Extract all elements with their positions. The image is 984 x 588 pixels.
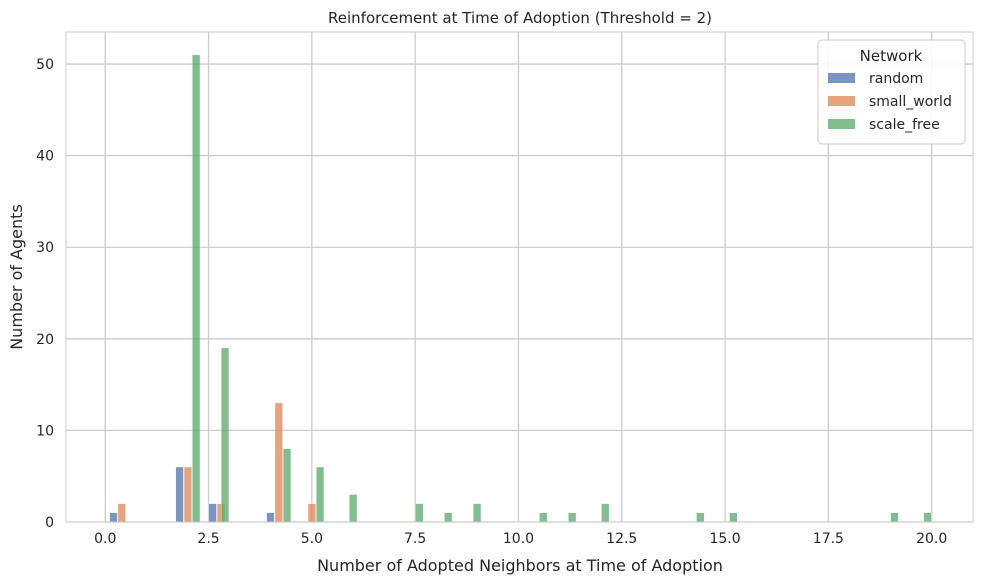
x-axis-label: Number of Adopted Neighbors at Time of A…: [317, 556, 723, 575]
bar-scale-free: [729, 512, 738, 523]
bars-layer: [109, 54, 932, 523]
legend-label-random: random: [869, 71, 923, 87]
x-tick-label: 12.5: [606, 531, 637, 547]
x-tick-label: 15.0: [709, 531, 740, 547]
bar-random: [175, 466, 184, 523]
legend-label-scale-free: scale_free: [869, 117, 940, 133]
bar-small-world: [274, 402, 283, 523]
x-tick-label: 17.5: [813, 531, 844, 547]
legend-swatch-scale-free: [828, 119, 855, 129]
legend-label-small-world: small_world: [869, 94, 952, 110]
bar-scale-free: [473, 503, 482, 523]
legend: Network random small_world scale_free: [817, 39, 966, 145]
y-tick-label: 40: [36, 149, 54, 165]
plot-frame: [65, 31, 974, 523]
bar-scale-free: [192, 54, 201, 523]
legend-swatch-small-world: [828, 96, 855, 106]
x-tick-label: 0.0: [94, 531, 116, 547]
bar-small-world: [183, 466, 192, 523]
bar-random: [208, 503, 217, 523]
bar-random: [266, 512, 275, 523]
y-tick-label: 50: [36, 57, 54, 73]
legend-title: Network: [860, 47, 923, 65]
y-axis-label: Number of Agents: [7, 204, 26, 350]
bar-scale-free: [415, 503, 424, 523]
bar-scale-free: [444, 512, 453, 523]
x-tick-label: 10.0: [503, 531, 534, 547]
y-tick-label: 30: [36, 240, 54, 256]
bar-scale-free: [539, 512, 548, 523]
bar-scale-free: [283, 448, 292, 523]
x-tick-label: 5.0: [301, 531, 323, 547]
bar-scale-free: [316, 466, 325, 523]
y-tick-labels: 0 10 20 30 40 50: [36, 57, 54, 531]
bar-scale-free: [221, 347, 230, 523]
x-tick-label: 7.5: [404, 531, 426, 547]
y-tick-label: 0: [45, 515, 54, 531]
bar-small-world: [117, 503, 126, 523]
x-tick-label: 2.5: [197, 531, 219, 547]
bar-random: [109, 512, 118, 523]
legend-swatch-random: [828, 73, 855, 83]
bar-scale-free: [601, 503, 610, 523]
bar-scale-free: [568, 512, 577, 523]
bar-scale-free: [696, 512, 705, 523]
legend-box: [817, 39, 966, 145]
chart-title: Reinforcement at Time of Adoption (Thres…: [328, 9, 712, 27]
bar-small-world: [307, 503, 316, 523]
x-tick-label: 20.0: [916, 531, 947, 547]
x-tick-labels: 0.0 2.5 5.0 7.5 10.0 12.5 15.0 17.5 20.0: [94, 531, 947, 547]
y-tick-label: 20: [36, 332, 54, 348]
y-tick-label: 10: [36, 423, 54, 439]
bar-scale-free: [349, 494, 358, 523]
bar-scale-free: [890, 512, 899, 523]
bar-scale-free: [923, 512, 932, 523]
